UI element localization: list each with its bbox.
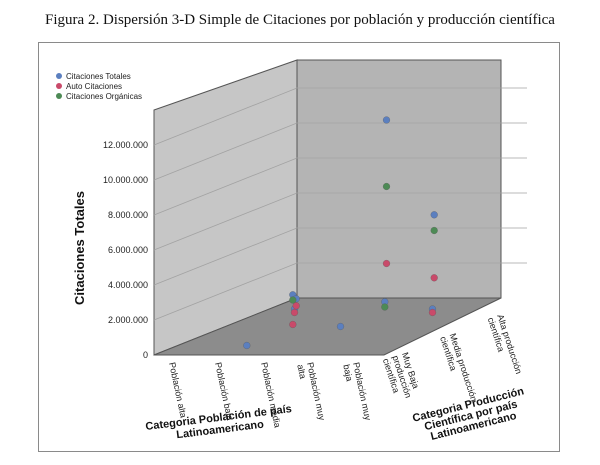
z-category-label: Alta produccióncientífica <box>486 313 524 378</box>
x-category-label: Población alta <box>167 361 189 418</box>
x-category-label: Población muybaja <box>341 361 373 423</box>
gridline <box>153 192 527 251</box>
data-point-series-1 <box>382 259 391 268</box>
x-category-label: Población muyalta <box>295 361 327 423</box>
y-tick-label: 12.000.000 <box>103 140 148 150</box>
y-axis-ticks: 0 2.000.000 4.000.000 6.000.000 8.000.000 10.… <box>103 140 148 360</box>
data-point-series-0 <box>336 322 345 331</box>
back-wall <box>296 59 502 299</box>
data-point-series-2 <box>381 303 389 311</box>
legend-label-citaciones-organicas: Citaciones Orgánicas <box>66 92 142 101</box>
data-point-series-2 <box>430 226 438 235</box>
y-tick-label: 8.000.000 <box>108 210 148 220</box>
data-point-series-2 <box>289 296 297 304</box>
y-tick-label: 10.000.000 <box>103 175 148 185</box>
y-tick-label: 6.000.000 <box>108 245 148 255</box>
chart-frame: 0 2.000.000 4.000.000 6.000.000 8.000.000 10.… <box>38 42 560 452</box>
legend-marker-citaciones-totales <box>56 73 62 79</box>
gridline <box>153 262 527 321</box>
z-category-label: Media produccióncientífica <box>438 332 479 406</box>
data-point-series-1 <box>292 302 300 310</box>
z-category-label: Muy Bajaproduccióncientífica <box>381 351 423 402</box>
data-point-series-0 <box>382 116 391 124</box>
y-axis-title: Citaciones Totales <box>72 191 87 305</box>
gridline <box>153 122 527 181</box>
data-point-series-0 <box>243 341 251 350</box>
data-point-series-2 <box>382 182 391 191</box>
y-tick-label: 2.000.000 <box>108 315 148 325</box>
gridline <box>153 227 527 286</box>
y-tick-label: 4.000.000 <box>108 280 148 290</box>
legend-label-auto-citaciones: Auto Citaciones <box>66 82 122 91</box>
data-points <box>243 116 438 350</box>
gridline <box>153 87 527 146</box>
legend-marker-citaciones-organicas <box>56 93 62 99</box>
data-point-series-1 <box>430 274 438 282</box>
data-point-series-0 <box>430 211 438 219</box>
legend-label-citaciones-totales: Citaciones Totales <box>66 72 131 81</box>
gridlines <box>153 87 527 321</box>
scatter-3d-chart: 0 2.000.000 4.000.000 6.000.000 8.000.000 10.… <box>56 59 527 443</box>
data-point-series-1 <box>428 308 437 317</box>
data-point-series-1 <box>290 308 299 317</box>
legend-marker-auto-citaciones <box>56 83 62 89</box>
floor <box>153 297 502 356</box>
page-title: Figura 2. Dispersión 3-D Simple de Citac… <box>45 12 555 28</box>
data-point-series-1 <box>289 320 297 329</box>
gridline <box>153 157 527 216</box>
y-tick-label: 0 <box>143 350 148 360</box>
legend: Citaciones Totales Auto Citaciones Citac… <box>56 72 142 101</box>
